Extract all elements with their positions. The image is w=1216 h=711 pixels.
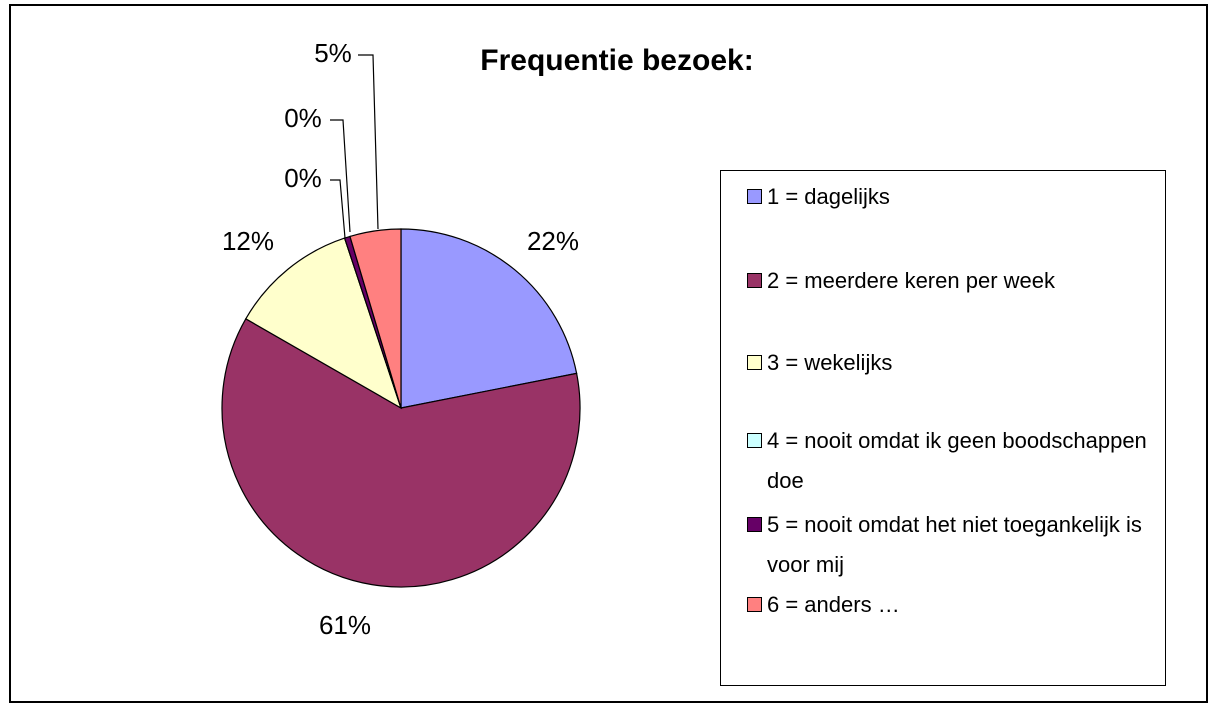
legend-swatch: [747, 273, 762, 288]
leader-line: [330, 119, 351, 233]
data-label: 0%: [284, 163, 322, 193]
legend-swatch: [747, 597, 762, 612]
data-label: 5%: [314, 38, 352, 68]
legend-swatch: [747, 517, 762, 532]
pie-slice: [221, 318, 581, 588]
legend-item: 5 = nooit omdat het niet toegankelijk is…: [747, 505, 1147, 585]
legend-label: 4 = nooit omdat ik geen boodschappen doe: [767, 428, 1147, 493]
chart-frame: [9, 4, 1208, 703]
legend-item: 4 = nooit omdat ik geen boodschappen doe: [747, 421, 1147, 501]
legend-swatch: [747, 189, 762, 204]
leader-line: [358, 54, 379, 230]
legend-item: 3 = wekelijks: [747, 343, 1147, 383]
pie-slice: [244, 237, 403, 410]
data-label: 0%: [284, 103, 322, 133]
pie-slice: [400, 228, 578, 409]
legend: 1 = dagelijks 2 = meerdere keren per week…: [720, 170, 1166, 686]
data-label: 12%: [222, 226, 274, 256]
leader-line: [330, 179, 346, 239]
legend-label: 2 = meerdere keren per week: [767, 268, 1055, 293]
data-label: 61%: [319, 610, 371, 640]
legend-label: 3 = wekelijks: [767, 350, 893, 375]
legend-item: 2 = meerdere keren per week: [747, 261, 1147, 301]
chart-title: Frequentie bezoek:: [480, 44, 753, 77]
legend-swatch: [747, 355, 762, 370]
legend-label: 5 = nooit omdat het niet toegankelijk is…: [767, 512, 1142, 577]
pie-slice: [349, 228, 402, 409]
legend-item: 6 = anders …: [747, 585, 1147, 625]
legend-label: 6 = anders …: [767, 592, 900, 617]
legend-label: 1 = dagelijks: [767, 184, 890, 209]
legend-swatch: [747, 433, 762, 448]
legend-item: 1 = dagelijks: [747, 177, 1147, 217]
data-label: 22%: [527, 226, 579, 256]
